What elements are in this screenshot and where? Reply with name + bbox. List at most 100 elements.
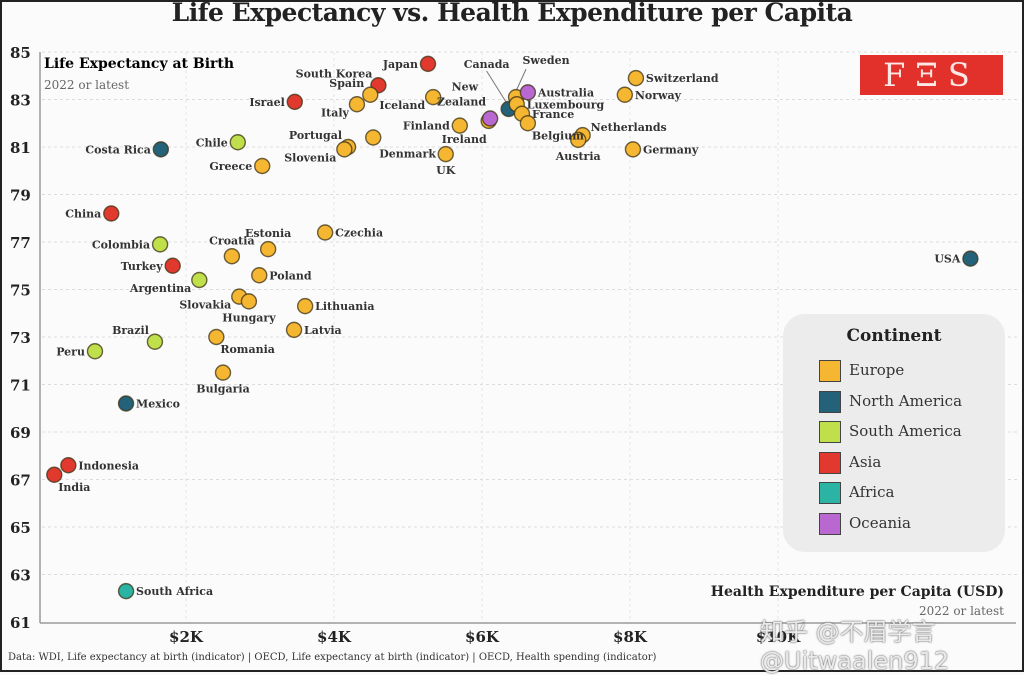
label-spain: Spain bbox=[329, 77, 364, 90]
point-finland bbox=[451, 117, 468, 134]
label-south-korea: South Korea bbox=[296, 67, 373, 80]
label-netherlands: Netherlands bbox=[591, 121, 667, 134]
label-japan: Japan bbox=[382, 58, 418, 71]
label-costa-rica: Costa Rica bbox=[85, 143, 150, 156]
point-uk bbox=[437, 145, 454, 163]
point-croatia bbox=[223, 248, 241, 265]
axes bbox=[39, 52, 1016, 624]
label-slovenia: Slovenia bbox=[284, 151, 336, 164]
y-axis-subtitle: 2022 or latest bbox=[44, 78, 129, 92]
point-new-zealand bbox=[481, 110, 499, 127]
label-switzerland: Switzerland bbox=[646, 72, 719, 85]
point-czechia bbox=[316, 224, 334, 241]
label-brazil: Brazil bbox=[112, 324, 149, 337]
point-australia bbox=[519, 84, 537, 101]
legend-swatch bbox=[819, 452, 841, 474]
x-axis-title: Health Expenditure per Capita (USD) bbox=[711, 584, 1004, 600]
point-spain bbox=[362, 86, 379, 103]
legend: Continent Europe North America South Ame… bbox=[783, 314, 1005, 552]
y-tick-label: 71 bbox=[10, 377, 31, 395]
y-tick-label: 67 bbox=[10, 472, 31, 490]
point-estonia bbox=[259, 240, 277, 258]
label-lithuania: Lithuania bbox=[315, 300, 374, 313]
x-tick-label: $4K bbox=[317, 628, 352, 646]
legend-swatch bbox=[819, 482, 841, 504]
label-portugal: Portugal bbox=[289, 129, 342, 142]
point-slovenia bbox=[336, 141, 353, 158]
label-norway: Norway bbox=[635, 89, 682, 102]
point-colombia bbox=[151, 236, 169, 253]
x-tick-label: $10K bbox=[756, 628, 801, 646]
label-iceland: Iceland bbox=[379, 99, 425, 112]
leader-lines bbox=[486, 68, 527, 104]
label-new-zealand: New Zealand bbox=[437, 81, 486, 109]
point-iceland bbox=[424, 88, 442, 106]
legend-item-asia: Asia bbox=[819, 452, 881, 476]
label-uk: UK bbox=[436, 164, 456, 177]
x-axis-subtitle: 2022 or latest bbox=[919, 604, 1004, 618]
point-italy bbox=[348, 96, 366, 113]
label-czechia: Czechia bbox=[335, 227, 383, 240]
y-tick-label: 79 bbox=[10, 187, 31, 205]
legend-label: Europe bbox=[849, 361, 905, 379]
point-romania bbox=[208, 328, 225, 346]
watermark: 知乎 @不眉学言 @Uitwaalen912 bbox=[760, 618, 950, 675]
label-poland: Poland bbox=[269, 269, 312, 282]
legend-label: Oceania bbox=[849, 514, 911, 532]
label-romania: Romania bbox=[220, 343, 275, 356]
label-usa: USA bbox=[934, 253, 961, 266]
y-tick-label: 61 bbox=[10, 614, 31, 632]
label-finland: Finland bbox=[403, 120, 450, 133]
legend-label: South America bbox=[849, 422, 962, 440]
source-note: Data: WDI, Life expectancy at birth (ind… bbox=[8, 652, 657, 663]
point-peru bbox=[86, 343, 104, 360]
label-luxembourg: Luxembourg bbox=[527, 98, 605, 111]
legend-label: North America bbox=[849, 392, 963, 410]
point-india bbox=[46, 466, 63, 483]
point-israel bbox=[286, 93, 303, 111]
label-slovakia: Slovakia bbox=[179, 299, 231, 312]
point-china bbox=[103, 205, 120, 222]
point-turkey bbox=[164, 257, 181, 274]
point-mexico bbox=[117, 395, 135, 412]
label-belgium: Belgium bbox=[532, 129, 584, 142]
label-chile: Chile bbox=[196, 136, 228, 149]
legend-label: Africa bbox=[849, 483, 895, 501]
label-indonesia: Indonesia bbox=[78, 459, 139, 472]
point-switzerland bbox=[627, 69, 645, 87]
y-tick-label: 63 bbox=[10, 567, 31, 585]
point-bulgaria bbox=[214, 364, 232, 381]
point-japan bbox=[419, 55, 437, 73]
label-sweden: Sweden bbox=[522, 54, 569, 67]
legend-label: Asia bbox=[849, 453, 882, 471]
point-norway bbox=[616, 86, 634, 103]
label-turkey: Turkey bbox=[121, 260, 164, 273]
leader-line bbox=[486, 70, 508, 104]
point-usa bbox=[962, 250, 979, 267]
legend-swatch bbox=[819, 360, 841, 382]
point-hungary bbox=[240, 293, 258, 310]
legend-item-africa: Africa bbox=[819, 482, 894, 506]
label-estonia: Estonia bbox=[245, 227, 291, 240]
y-tick-label: 85 bbox=[10, 44, 31, 62]
label-colombia: Colombia bbox=[92, 238, 150, 251]
label-australia: Australia bbox=[537, 86, 594, 99]
point-costa-rica bbox=[152, 141, 170, 158]
point-denmark bbox=[365, 129, 382, 146]
label-italy: Italy bbox=[321, 106, 350, 119]
label-greece: Greece bbox=[209, 160, 252, 173]
y-tick-label: 83 bbox=[10, 92, 31, 110]
label-china: China bbox=[65, 208, 101, 221]
label-south-africa: South Africa bbox=[136, 585, 213, 598]
label-india: India bbox=[58, 481, 90, 494]
legend-swatch bbox=[819, 421, 841, 443]
y-tick-label: 69 bbox=[10, 424, 31, 442]
tick-labels: 61 63 65 67 69 71 73 75 77 79 81 83 85 $2K $4K $6K $8K $1… bbox=[10, 44, 801, 646]
label-ireland: Ireland bbox=[442, 133, 487, 146]
legend-item-north-america: North America bbox=[819, 391, 962, 415]
leader-line bbox=[515, 68, 527, 92]
label-austria: Austria bbox=[555, 150, 601, 163]
label-latvia: Latvia bbox=[304, 324, 342, 337]
